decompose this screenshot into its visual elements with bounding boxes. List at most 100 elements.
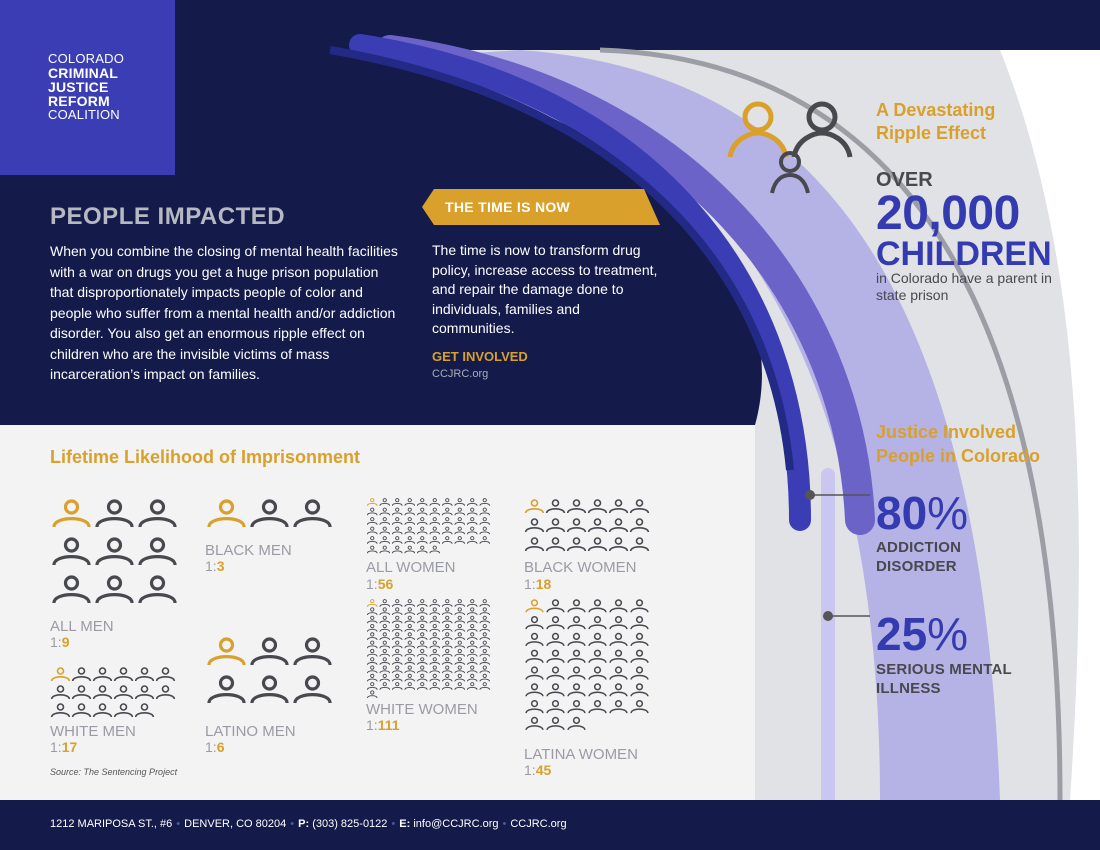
person-icon <box>546 683 565 697</box>
person-icon <box>441 607 453 616</box>
inner-band <box>329 46 794 471</box>
person-icon <box>92 703 113 718</box>
logo-line: COLORADO <box>48 51 125 66</box>
person-icon <box>429 657 441 665</box>
person-icon <box>546 700 565 714</box>
person-icon <box>391 615 403 624</box>
person-icon <box>466 682 478 690</box>
logo-box: COLORADO CRIMINAL JUSTICE REFORM COALITI… <box>0 0 175 175</box>
person-icon <box>429 545 441 554</box>
person-icon <box>479 632 491 641</box>
person-icon <box>391 648 403 657</box>
person-icon <box>429 624 441 632</box>
person-icon <box>567 616 586 630</box>
person-icon <box>441 498 453 506</box>
get-involved-link[interactable]: GET INVOLVED <box>432 349 528 364</box>
stat-mental-illness-label: SERIOUS MENTAL ILLNESS <box>876 660 1012 698</box>
ratio-value: 17 <box>61 739 78 755</box>
person-icon <box>416 545 428 554</box>
person-icon <box>250 499 289 528</box>
person-icon <box>429 498 441 506</box>
person-icon <box>366 545 378 554</box>
person-icon <box>391 632 403 641</box>
person-icon <box>379 498 391 506</box>
lower-panel <box>0 425 755 800</box>
person-icon <box>391 599 403 607</box>
person-icon <box>416 648 428 657</box>
person-icon <box>366 607 378 616</box>
person-icon <box>588 632 607 647</box>
footer-site[interactable]: CCJRC.org <box>510 818 567 830</box>
ratio-value: 56 <box>377 576 394 592</box>
person-icon <box>366 673 378 682</box>
person-icon <box>454 632 466 641</box>
person-icon <box>630 700 649 714</box>
ratio-prefix: 1: <box>366 576 378 592</box>
person-icon <box>366 536 378 544</box>
person-icon <box>416 615 428 624</box>
group-label: LATINO MEN <box>205 723 296 740</box>
person-icon <box>379 507 391 516</box>
person-icon <box>404 517 416 525</box>
person-icon <box>629 499 650 514</box>
person-icon <box>454 673 466 682</box>
person-icon <box>416 599 428 607</box>
person-icon <box>525 616 544 630</box>
ratio-prefix: 1: <box>205 739 217 755</box>
person-icon <box>454 657 466 665</box>
person-icon <box>629 518 650 533</box>
person-icon <box>379 536 391 544</box>
group-label: ALL MEN <box>50 618 114 635</box>
group-ratio: 1:111 <box>366 717 400 733</box>
person-icon <box>630 632 649 647</box>
person-icon <box>466 536 478 544</box>
logo-line: CRIMINAL <box>48 65 119 81</box>
person-icon <box>479 624 491 632</box>
footer-phone[interactable]: (303) 825-0122 <box>312 818 388 830</box>
all-men-icons <box>52 499 177 604</box>
person-icon <box>92 685 113 700</box>
white-women-icons <box>366 599 491 698</box>
ratio-value: 3 <box>216 558 225 574</box>
person-icon <box>134 667 155 682</box>
person-icon <box>479 673 491 682</box>
person-icon <box>404 507 416 516</box>
person-icon <box>546 716 565 731</box>
time-body: The time is now to transform drug policy… <box>432 242 658 336</box>
person-icon <box>404 673 416 682</box>
person-icon <box>391 607 403 616</box>
person-icon <box>379 682 391 690</box>
ratio-prefix: 1: <box>50 634 62 650</box>
person-icon <box>479 517 491 525</box>
person-icon <box>479 665 491 674</box>
person-icon <box>71 667 92 682</box>
person-icon <box>441 632 453 641</box>
person-icon <box>366 632 378 641</box>
outer-ring <box>599 47 1063 800</box>
get-involved-url[interactable]: CCJRC.org <box>432 368 489 380</box>
person-icon <box>630 666 649 680</box>
person-icon <box>466 665 478 674</box>
person-icon <box>113 703 134 718</box>
person-icon <box>466 624 478 632</box>
person-icon <box>366 526 378 535</box>
person-icon <box>416 624 428 632</box>
person-icon <box>366 640 378 649</box>
ratio-value: 18 <box>535 576 552 592</box>
person-icon <box>608 537 629 552</box>
logo-line: JUSTICE <box>48 79 109 95</box>
stat-label-line: DISORDER <box>876 558 957 575</box>
person-icon <box>609 683 628 697</box>
person-icon <box>404 665 416 674</box>
person-icon <box>441 507 453 516</box>
person-icon <box>588 649 607 663</box>
person-icon <box>391 526 403 535</box>
person-icon <box>454 640 466 649</box>
person-icon <box>134 703 155 718</box>
person-icon <box>630 599 649 613</box>
person-icon <box>366 507 378 516</box>
ratio-prefix: 1: <box>524 762 536 778</box>
footer-email[interactable]: info@CCJRC.org <box>413 818 499 830</box>
person-icon <box>629 537 650 552</box>
people-impacted-body: When you combine the closing of mental h… <box>50 243 398 382</box>
